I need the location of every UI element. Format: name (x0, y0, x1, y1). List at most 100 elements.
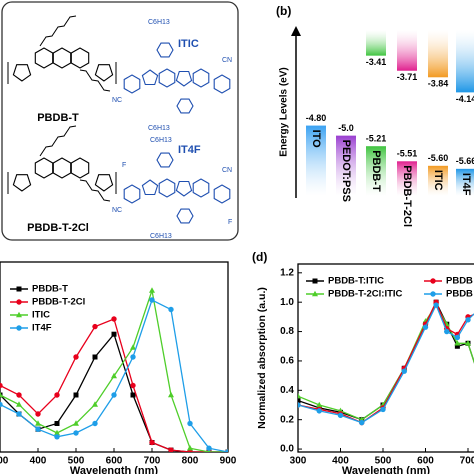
marker (111, 392, 117, 398)
substituent: F (228, 219, 232, 226)
panel-label: (b) (276, 4, 291, 18)
ring (156, 42, 174, 58)
ring (213, 184, 231, 204)
x-tick-label: 300 (290, 456, 307, 467)
legend-marker (312, 290, 318, 297)
lumo-bar (366, 30, 386, 56)
ring (175, 180, 193, 197)
alkyl-chain (79, 179, 111, 202)
marker (298, 398, 301, 404)
y-tick-label: 0.0 (280, 444, 294, 455)
ring (141, 179, 159, 196)
ring (70, 157, 90, 179)
marker (337, 412, 344, 418)
x-tick-label: 500 (68, 456, 85, 467)
marker (465, 317, 471, 323)
homo-bar (456, 168, 474, 196)
homo-label: -5.0 (338, 123, 354, 133)
molecule-name: IT4F (178, 144, 201, 156)
energy-axis-arrow (291, 26, 301, 36)
legend-label: PBDB (446, 276, 473, 287)
homo-label: -5.60 (428, 153, 449, 163)
marker (92, 401, 98, 407)
ring (12, 64, 32, 82)
marker (16, 411, 22, 417)
panel-a-frame (1, 1, 239, 241)
ring (175, 70, 193, 87)
ring (156, 152, 174, 168)
ring (141, 69, 159, 86)
ring (123, 184, 141, 204)
marker (130, 354, 136, 360)
substituent: C6H13 (150, 137, 172, 144)
material-label: PBDB-T-2Cl (401, 165, 413, 227)
x-tick-label: 400 (332, 456, 349, 467)
ring (34, 47, 54, 69)
ring (34, 157, 54, 179)
legend-marker (16, 311, 22, 318)
substituent: CN (222, 57, 232, 64)
homo-label: -4.80 (306, 113, 327, 123)
legend-marker (16, 286, 22, 292)
material-label: ITO (310, 130, 322, 149)
lumo-label: -4.14 (456, 94, 474, 104)
marker (92, 420, 98, 427)
x-tick-label: 800 (182, 456, 199, 467)
x-tick-label: 400 (30, 456, 47, 467)
ring (192, 68, 210, 88)
series-line (298, 300, 474, 424)
legend-marker (16, 299, 22, 305)
marker (298, 402, 301, 408)
legend-marker (430, 291, 436, 297)
marker (359, 419, 365, 426)
material-label: PBDB-T (370, 150, 382, 192)
x-tick-label: 900 (220, 456, 237, 467)
x-tick-label: 700 (144, 456, 161, 467)
lumo-bar (397, 30, 417, 71)
marker (168, 391, 174, 398)
ring (123, 74, 141, 94)
ring (176, 98, 194, 114)
x-axis-label: Wavelength (nm) (342, 465, 431, 474)
legend-marker (312, 278, 318, 284)
marker (380, 406, 386, 413)
marker (454, 340, 461, 346)
substituent: C6H13 (148, 19, 170, 26)
x-tick-label: 500 (375, 456, 392, 467)
marker (444, 328, 450, 335)
lumo-label: -3.71 (397, 72, 418, 82)
material-label: IT4F (460, 173, 472, 196)
y-tick-label: 0.8 (280, 326, 294, 337)
ring (158, 178, 176, 198)
homo-label: -5.21 (366, 134, 387, 144)
homo-label: -5.66 (456, 156, 474, 166)
y-tick-label: 1.2 (280, 267, 294, 278)
x-tick-label: 300 (0, 456, 9, 467)
marker (54, 421, 60, 426)
y-tick-label: 0.6 (280, 356, 294, 367)
substituent: CN (222, 167, 232, 174)
substituent: C6H13 (148, 125, 170, 132)
marker (316, 408, 322, 414)
legend-label: PBDB (446, 289, 473, 300)
y-tick-label: 0.2 (280, 414, 294, 425)
legend-label: IT4F (32, 323, 52, 334)
alkyl-chain (39, 15, 77, 47)
y-tick-label: 1.0 (280, 297, 294, 308)
legend-marker (16, 325, 22, 331)
marker (111, 331, 117, 337)
homo-bar (397, 161, 417, 196)
alkyl-chain (79, 69, 111, 92)
lumo-bar (456, 30, 474, 93)
legend-label: PBDB-T:ITIC (328, 276, 384, 287)
material-label: ITIC (432, 170, 444, 191)
marker (130, 382, 136, 389)
homo-bar (336, 135, 356, 196)
marker (35, 420, 41, 426)
marker (0, 401, 3, 408)
ring (52, 47, 72, 69)
homo-bar (306, 125, 326, 196)
legend-label: PBDB-T-2Cl (32, 297, 85, 308)
